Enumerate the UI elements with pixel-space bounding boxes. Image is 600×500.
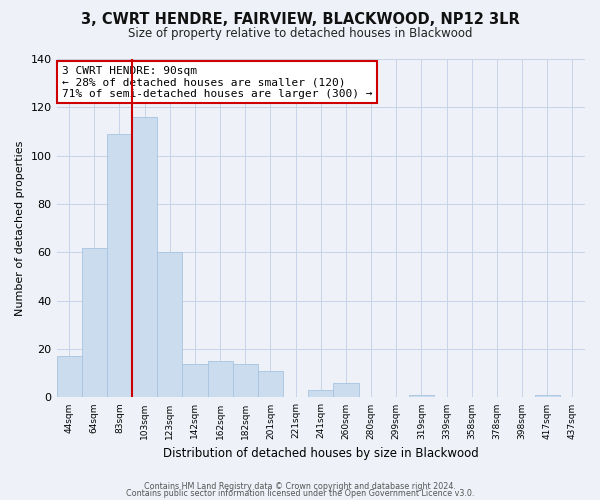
- Bar: [182, 364, 208, 398]
- Bar: [56, 356, 82, 398]
- Bar: [334, 383, 359, 398]
- Y-axis label: Number of detached properties: Number of detached properties: [15, 140, 25, 316]
- Bar: [82, 248, 107, 398]
- Bar: [107, 134, 132, 398]
- Bar: [535, 395, 560, 398]
- Bar: [409, 395, 434, 398]
- Bar: [208, 361, 233, 398]
- Bar: [258, 371, 283, 398]
- Text: Contains public sector information licensed under the Open Government Licence v3: Contains public sector information licen…: [126, 489, 474, 498]
- Bar: [233, 364, 258, 398]
- X-axis label: Distribution of detached houses by size in Blackwood: Distribution of detached houses by size …: [163, 447, 479, 460]
- Text: 3, CWRT HENDRE, FAIRVIEW, BLACKWOOD, NP12 3LR: 3, CWRT HENDRE, FAIRVIEW, BLACKWOOD, NP1…: [80, 12, 520, 28]
- Bar: [308, 390, 334, 398]
- Text: Contains HM Land Registry data © Crown copyright and database right 2024.: Contains HM Land Registry data © Crown c…: [144, 482, 456, 491]
- Text: Size of property relative to detached houses in Blackwood: Size of property relative to detached ho…: [128, 28, 472, 40]
- Text: 3 CWRT HENDRE: 90sqm
← 28% of detached houses are smaller (120)
71% of semi-deta: 3 CWRT HENDRE: 90sqm ← 28% of detached h…: [62, 66, 373, 99]
- Bar: [132, 117, 157, 398]
- Bar: [157, 252, 182, 398]
